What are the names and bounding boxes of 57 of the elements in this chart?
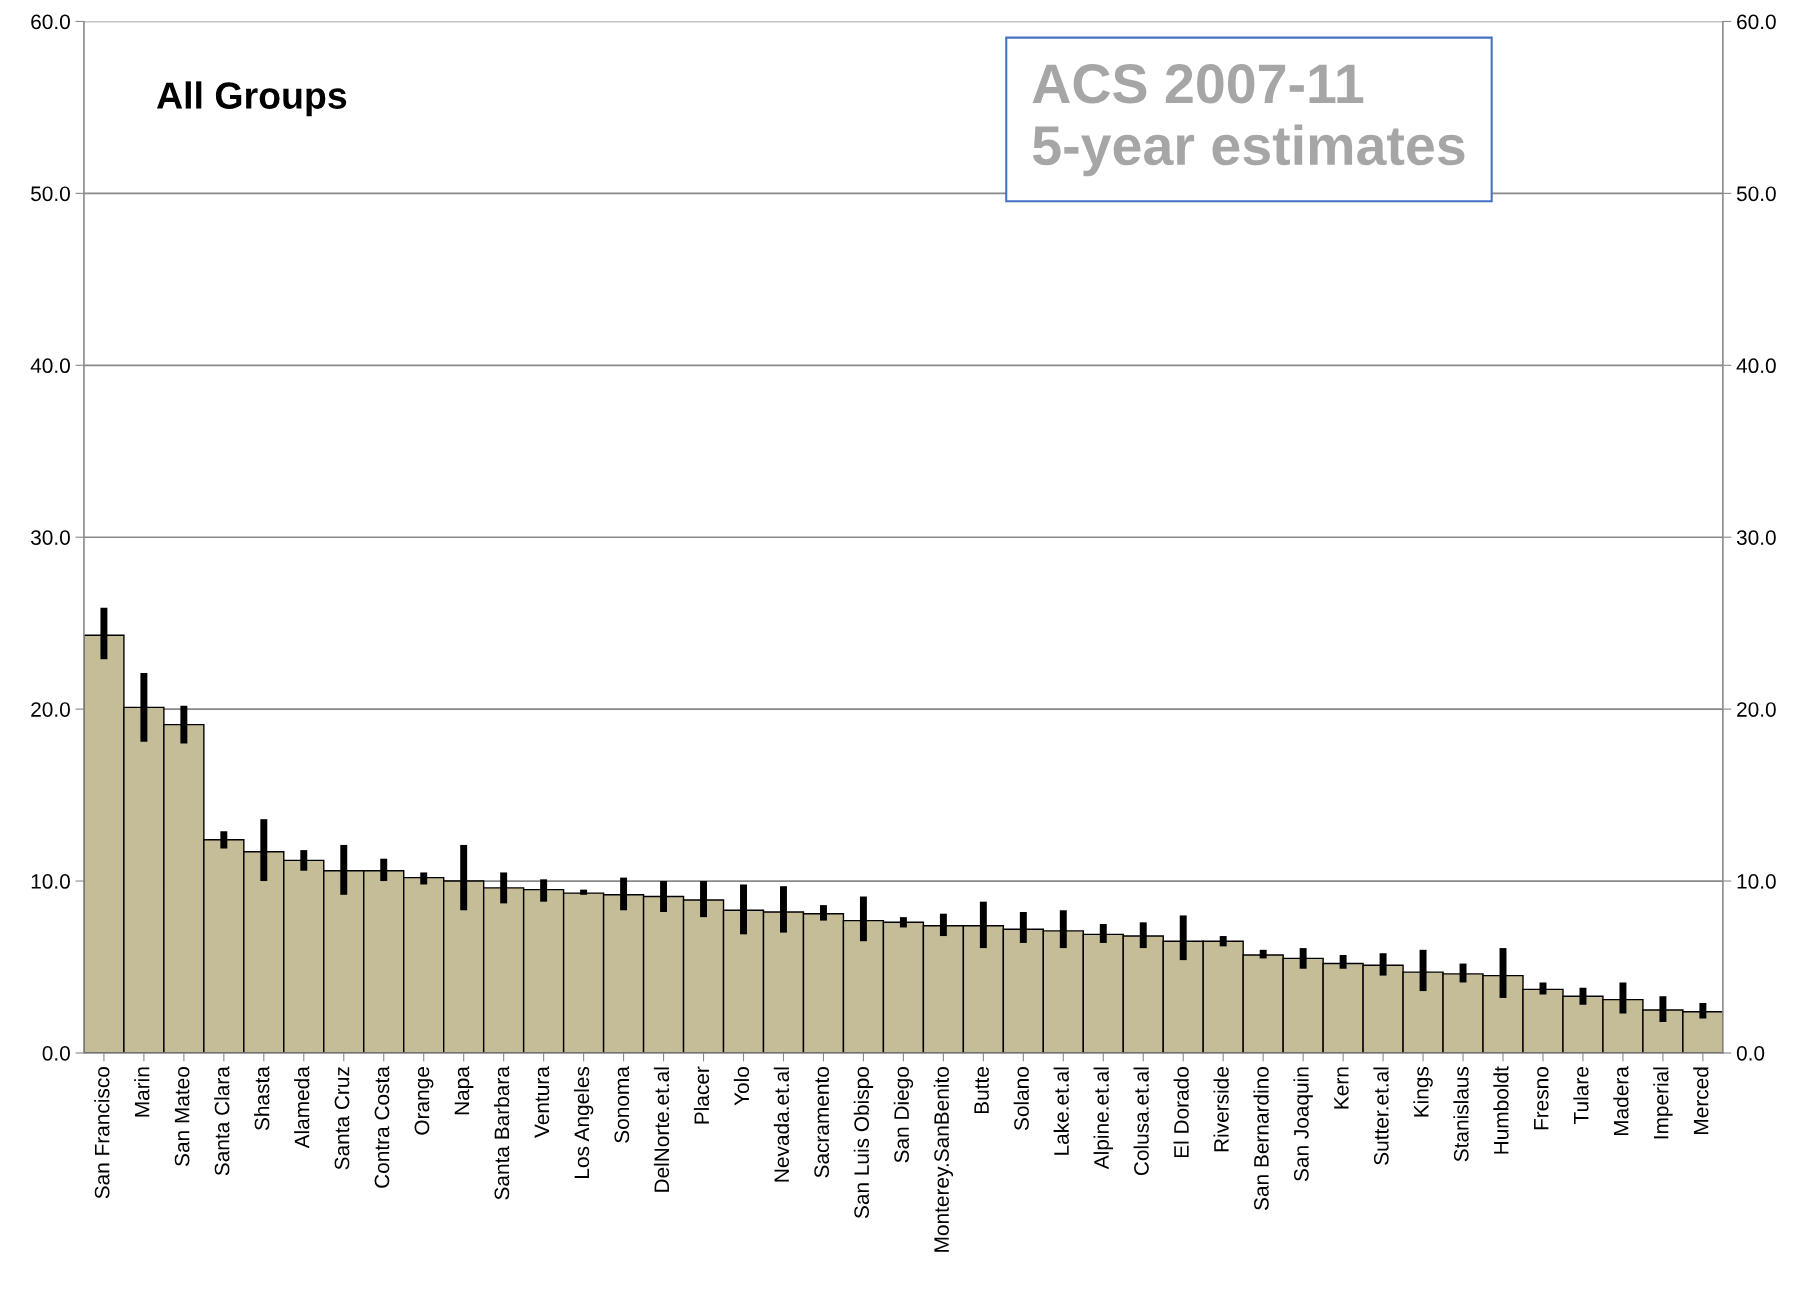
x-tick-label: Sonoma [614,1066,630,1143]
x-tick-label: Butte [974,1067,989,1114]
x-tick-label: Santa Barbara [493,1066,510,1200]
y2-tick-label: 30.0 [1736,530,1776,545]
y-tick-label: 20.0 [31,702,70,717]
x-tick-label: Santa Cruz [334,1067,350,1170]
x-tick-label: Kings [1413,1066,1433,1117]
x-tick-label: Placer [693,1066,710,1124]
x-tick-label: San Joaquin [1293,1067,1313,1182]
x-tick-label: Humboldt [1493,1066,1509,1154]
y-tick-label: 50.0 [31,186,70,202]
x-tick-label: Monterey.SanBenito [933,1067,954,1252]
y2-tick-label: 60.0 [1737,14,1776,30]
y2-tick-label: 50.0 [1736,186,1776,202]
x-tick-label: Orange [414,1067,434,1135]
y-tick-label: 60.0 [31,14,70,30]
x-tick-label: Alameda [294,1066,310,1149]
text: All Groups [156,81,347,117]
x-tick-label: Alpine.et.al [1093,1067,1113,1170]
x-tick-label: Solano [1013,1067,1029,1131]
x-tick-label: Lake.et.al [1053,1067,1069,1155]
x-tick-label: Sacramento [814,1067,830,1178]
y2-tick-label: 10.0 [1737,874,1776,889]
x-tick-label: San Mateo [174,1067,190,1166]
x-tick-label: Ventura [534,1066,550,1138]
x-tick-label: Shasta [254,1066,270,1131]
y-tick-label: 40.0 [30,358,70,374]
x-tick-label: Kern [1334,1067,1349,1109]
x-tick-label: Riverside [1213,1067,1229,1152]
x-tick-label: Stanislaus [1453,1066,1469,1162]
x-tick-label: San Francisco [94,1067,110,1199]
y2-tick-label: 20.0 [1737,702,1776,717]
x-tick-label: El Dorado [1173,1067,1189,1158]
x-tick-label: Napa [454,1066,474,1115]
annotation: ACS 2007-11 5-year estimates [1032,64,1465,177]
x-tick-label: Madera [1613,1066,1629,1136]
x-tick-label: Fresno [1534,1067,1549,1130]
x-tick-label: Yolo [733,1067,750,1106]
y2-tick-label: 0.0 [1736,1045,1765,1061]
x-tick-label: Merced [1693,1067,1709,1134]
x-tick-label: Sutter.et.al [1373,1067,1389,1165]
y-tick-label: 0.0 [42,1045,70,1061]
y-tick-label: 10.0 [31,874,70,889]
x-tick-label: DelNorte.et.al [653,1067,670,1192]
x-tick-label: San Diego [893,1067,914,1163]
y-tick-label: 30.0 [30,530,70,545]
x-tick-label: Colusa.et.al [1133,1067,1149,1176]
x-tick-label: Tulare [1573,1067,1589,1124]
x-tick-label: Nevada.et.al [773,1067,790,1182]
x-tick-label: Contra Costa [374,1066,390,1188]
x-tick-label: San Luis Obispo [853,1067,874,1219]
y2-tick-label: 40.0 [1736,358,1776,374]
x-tick-label: San Bernardino [1253,1067,1269,1210]
x-tick-label: Marin [134,1067,150,1117]
x-tick-label: Imperial [1653,1067,1673,1139]
x-tick-label: Los Angeles [573,1066,594,1178]
x-tick-label: Santa Clara [214,1066,230,1176]
